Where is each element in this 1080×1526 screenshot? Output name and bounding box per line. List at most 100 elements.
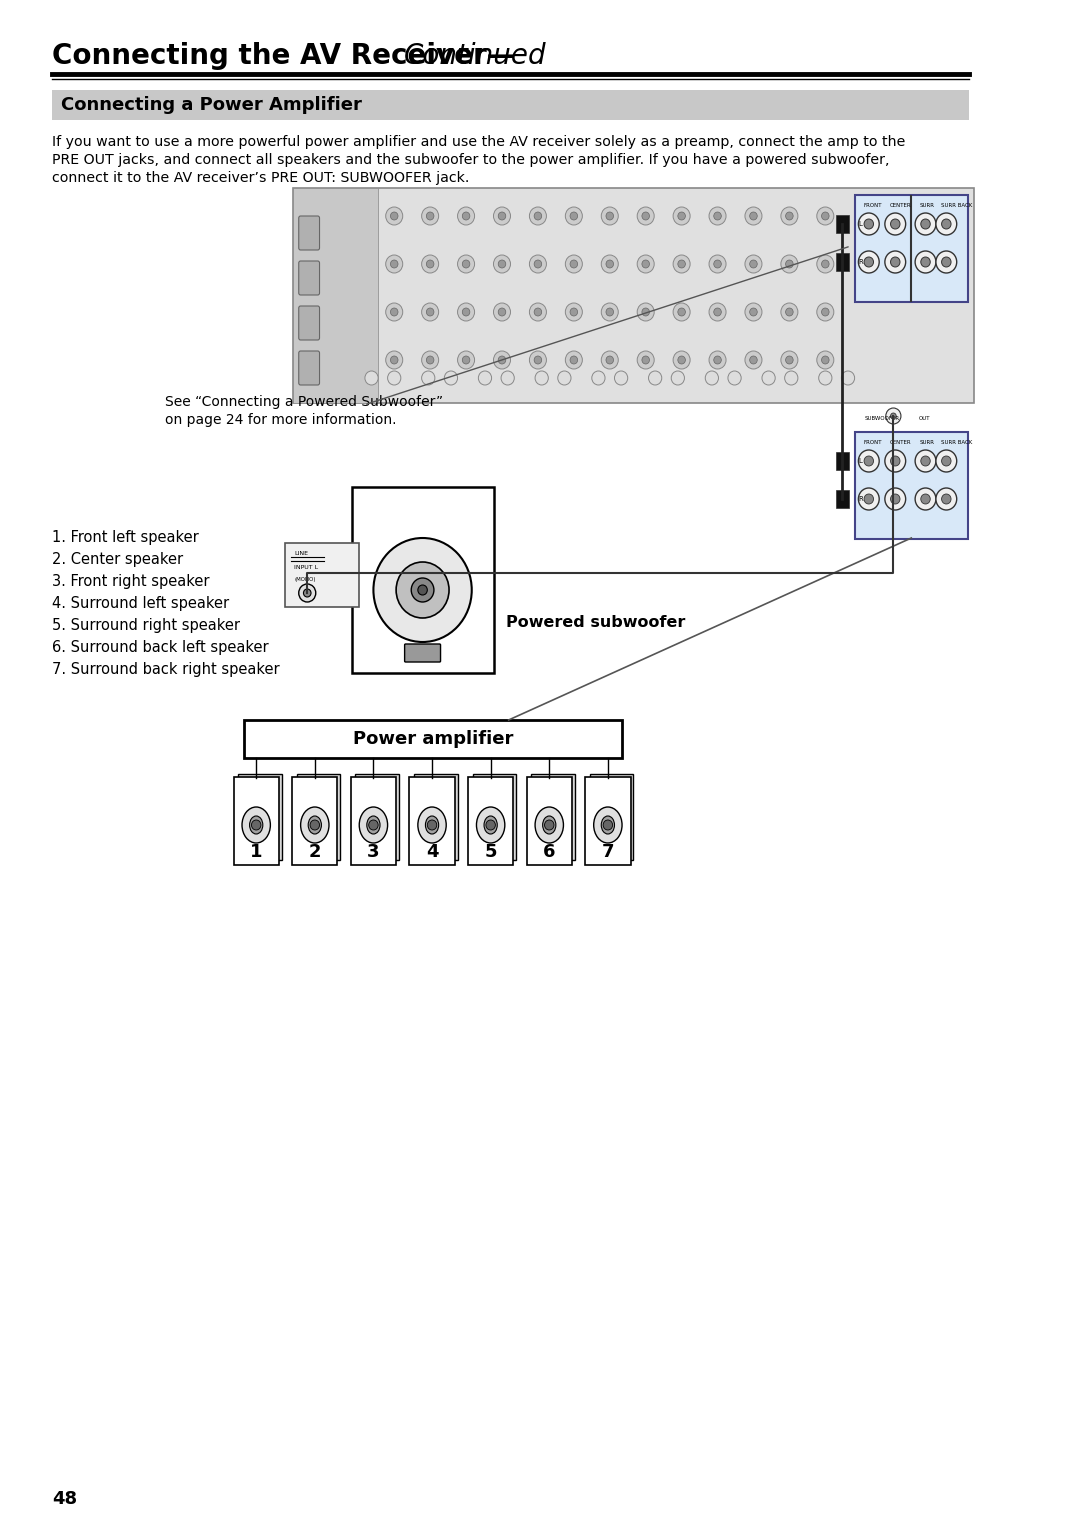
Circle shape xyxy=(915,250,936,273)
Circle shape xyxy=(498,259,505,269)
Text: SURR: SURR xyxy=(920,203,935,208)
Circle shape xyxy=(427,356,434,365)
Circle shape xyxy=(781,208,798,224)
Text: Connecting the AV Receiver—: Connecting the AV Receiver— xyxy=(52,43,514,70)
Circle shape xyxy=(921,220,930,229)
Text: 1. Front left speaker: 1. Front left speaker xyxy=(52,530,199,545)
Circle shape xyxy=(781,255,798,273)
Ellipse shape xyxy=(542,816,556,835)
Circle shape xyxy=(921,256,930,267)
Circle shape xyxy=(728,371,741,385)
FancyBboxPatch shape xyxy=(405,644,441,662)
Circle shape xyxy=(421,371,435,385)
Circle shape xyxy=(864,256,874,267)
Circle shape xyxy=(427,308,434,316)
Circle shape xyxy=(936,488,957,510)
Circle shape xyxy=(885,214,906,235)
Circle shape xyxy=(529,255,546,273)
Circle shape xyxy=(421,351,438,369)
Circle shape xyxy=(714,259,721,269)
Circle shape xyxy=(710,351,726,369)
FancyBboxPatch shape xyxy=(414,774,458,861)
Ellipse shape xyxy=(602,816,615,835)
FancyBboxPatch shape xyxy=(527,777,572,865)
Circle shape xyxy=(498,356,505,365)
FancyBboxPatch shape xyxy=(473,774,516,861)
Circle shape xyxy=(822,308,829,316)
Circle shape xyxy=(458,255,474,273)
Circle shape xyxy=(494,255,511,273)
Circle shape xyxy=(602,255,618,273)
Circle shape xyxy=(498,212,505,220)
Circle shape xyxy=(886,407,901,424)
Circle shape xyxy=(745,304,762,320)
Circle shape xyxy=(494,304,511,320)
Circle shape xyxy=(891,494,900,504)
Circle shape xyxy=(745,351,762,369)
Text: 7: 7 xyxy=(602,842,615,861)
Circle shape xyxy=(478,371,491,385)
Circle shape xyxy=(705,371,718,385)
Text: If you want to use a more powerful power amplifier and use the AV receiver solel: If you want to use a more powerful power… xyxy=(52,134,905,150)
Circle shape xyxy=(606,212,613,220)
Text: R: R xyxy=(859,259,863,266)
Circle shape xyxy=(529,304,546,320)
Circle shape xyxy=(864,220,874,229)
Circle shape xyxy=(570,259,578,269)
Circle shape xyxy=(885,250,906,273)
Text: 48: 48 xyxy=(52,1489,77,1508)
Circle shape xyxy=(418,584,428,595)
Circle shape xyxy=(386,208,403,224)
Circle shape xyxy=(615,371,627,385)
Circle shape xyxy=(915,450,936,472)
FancyBboxPatch shape xyxy=(854,195,968,302)
Circle shape xyxy=(714,308,721,316)
Circle shape xyxy=(535,371,549,385)
Circle shape xyxy=(785,308,793,316)
Circle shape xyxy=(710,255,726,273)
Circle shape xyxy=(762,371,775,385)
FancyBboxPatch shape xyxy=(293,188,378,403)
Text: SURR BACK: SURR BACK xyxy=(941,439,972,446)
FancyBboxPatch shape xyxy=(233,777,279,865)
Circle shape xyxy=(891,220,900,229)
Circle shape xyxy=(411,578,434,601)
Text: connect it to the AV receiver’s PRE OUT: SUBWOOFER jack.: connect it to the AV receiver’s PRE OUT:… xyxy=(52,171,470,185)
Text: CENTER: CENTER xyxy=(890,439,912,446)
Circle shape xyxy=(673,208,690,224)
Text: FRONT: FRONT xyxy=(863,439,881,446)
Circle shape xyxy=(936,214,957,235)
Circle shape xyxy=(486,819,496,830)
Text: 3. Front right speaker: 3. Front right speaker xyxy=(52,574,210,589)
Text: See “Connecting a Powered Subwoofer”: See “Connecting a Powered Subwoofer” xyxy=(165,395,444,409)
Circle shape xyxy=(565,255,582,273)
Circle shape xyxy=(678,308,686,316)
Circle shape xyxy=(816,255,834,273)
Circle shape xyxy=(714,212,721,220)
Circle shape xyxy=(462,308,470,316)
Circle shape xyxy=(606,356,613,365)
Text: 4: 4 xyxy=(426,842,438,861)
Text: Powered subwoofer: Powered subwoofer xyxy=(505,615,685,630)
FancyBboxPatch shape xyxy=(836,490,849,508)
Circle shape xyxy=(864,494,874,504)
Circle shape xyxy=(921,456,930,465)
Text: OUT: OUT xyxy=(919,417,930,421)
FancyBboxPatch shape xyxy=(352,487,495,673)
Circle shape xyxy=(785,371,798,385)
Circle shape xyxy=(303,589,311,597)
Circle shape xyxy=(942,220,951,229)
Circle shape xyxy=(642,356,649,365)
Circle shape xyxy=(388,371,401,385)
FancyBboxPatch shape xyxy=(585,777,631,865)
Ellipse shape xyxy=(367,816,380,835)
Text: SURR: SURR xyxy=(920,439,935,446)
FancyBboxPatch shape xyxy=(239,774,282,861)
FancyBboxPatch shape xyxy=(351,777,396,865)
Circle shape xyxy=(386,304,403,320)
Circle shape xyxy=(745,208,762,224)
Circle shape xyxy=(816,304,834,320)
Circle shape xyxy=(365,371,378,385)
Circle shape xyxy=(529,351,546,369)
FancyBboxPatch shape xyxy=(409,777,455,865)
